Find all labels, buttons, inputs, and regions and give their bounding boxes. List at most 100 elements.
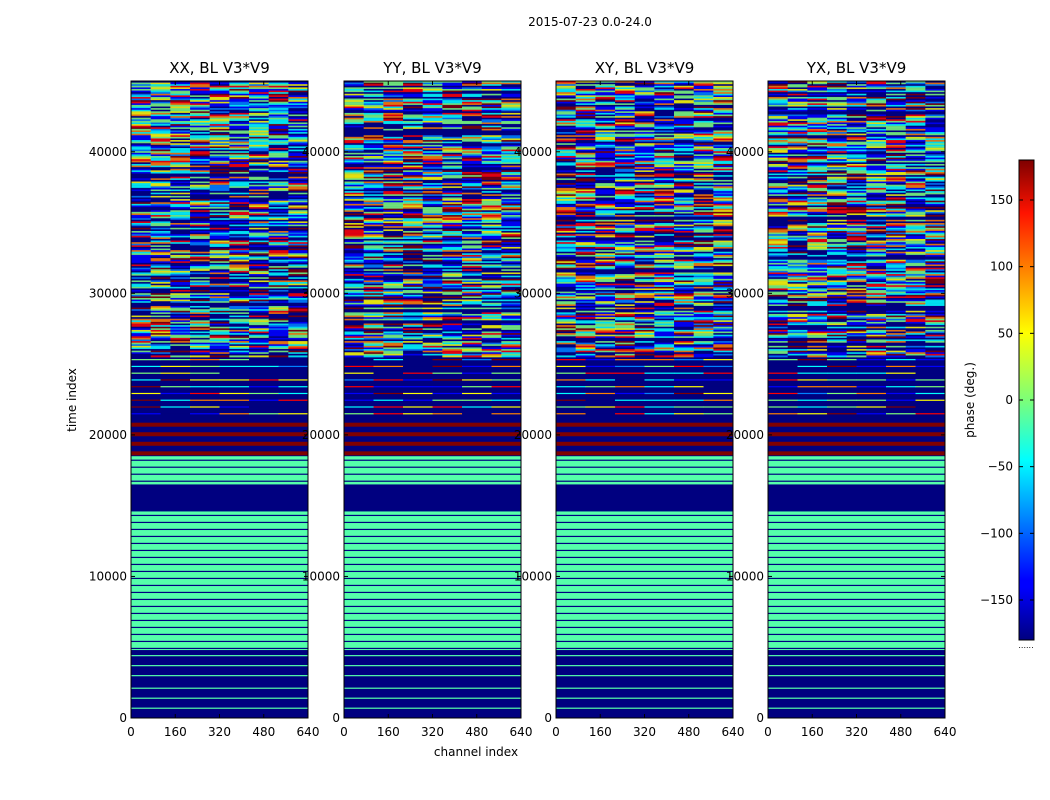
heatmap-band — [768, 484, 945, 512]
heatmap-cell — [190, 234, 210, 237]
heatmap-cell — [442, 84, 463, 87]
heatmap-cell — [925, 155, 945, 158]
heatmap-cell — [363, 88, 384, 91]
heatmap-cell — [249, 148, 269, 150]
heatmap-cell — [268, 125, 289, 128]
heatmap-cell — [713, 200, 733, 203]
heatmap-cell — [249, 128, 269, 131]
heatmap-cell — [363, 104, 384, 107]
heatmap-cell — [209, 261, 230, 264]
heatmap-cell — [150, 215, 171, 217]
heatmap-cell — [209, 187, 230, 190]
heatmap-stripe — [344, 707, 521, 709]
heatmap-cell — [422, 326, 443, 329]
heatmap-cell — [131, 108, 151, 111]
heatmap-cell — [383, 345, 404, 348]
heatmap-cell — [595, 294, 616, 297]
heatmap-cell — [403, 258, 423, 261]
heatmap-cell — [383, 315, 404, 318]
heatmap-cell — [249, 280, 269, 283]
heatmap-cell — [905, 103, 926, 106]
heatmap-cell — [249, 333, 269, 335]
heatmap-cell — [556, 215, 576, 217]
heatmap-cell — [462, 325, 482, 328]
heatmap-cell — [634, 111, 655, 114]
heatmap-cell — [170, 315, 191, 318]
heatmap-cell — [654, 84, 675, 87]
heatmap-image — [556, 81, 733, 718]
heatmap-cell — [131, 184, 151, 187]
heatmap-cell — [905, 149, 926, 152]
heatmap-cell — [713, 178, 733, 181]
heatmap-cell — [150, 267, 171, 270]
heatmap-cell — [288, 152, 308, 155]
heatmap-cell — [442, 293, 463, 296]
heatmap-cell — [249, 336, 269, 339]
heatmap-cell — [403, 103, 423, 106]
heatmap-stripe — [556, 556, 733, 559]
heatmap-stripe — [131, 563, 308, 566]
heatmap-stripe — [344, 563, 521, 566]
heatmap-cell — [209, 203, 230, 206]
heatmap-cell — [886, 151, 906, 154]
heatmap-cell — [674, 243, 694, 246]
heatmap-cell — [595, 183, 616, 186]
heatmap-cell — [575, 96, 596, 99]
heatmap-stripe — [344, 509, 521, 511]
heatmap-cell — [827, 136, 847, 139]
heatmap-cell — [344, 242, 364, 245]
heatmap-cell — [846, 87, 867, 90]
heatmap-cell — [288, 186, 308, 189]
heatmap-cell — [595, 301, 616, 304]
heatmap-cell — [674, 275, 694, 278]
heatmap-cell — [422, 219, 443, 222]
heatmap-cell — [288, 309, 308, 312]
heatmap-cell — [288, 127, 308, 130]
heatmap-stripe — [768, 365, 798, 368]
heatmap-cell — [481, 293, 502, 296]
heatmap-cell — [615, 250, 635, 253]
heatmap-cell — [654, 219, 675, 222]
heatmap-cell — [886, 117, 906, 120]
heatmap-cell — [615, 288, 635, 291]
heatmap-cell — [575, 304, 596, 307]
heatmap-stripe — [219, 386, 250, 388]
heatmap-cell — [442, 313, 463, 316]
heatmap-cell — [344, 293, 364, 296]
heatmap-cell — [595, 286, 616, 289]
heatmap-cell — [190, 184, 210, 187]
heatmap-cell — [501, 159, 521, 162]
heatmap-cell — [170, 259, 191, 262]
heatmap-cell — [229, 103, 250, 106]
heatmap-cell — [288, 128, 308, 131]
heatmap-cell — [209, 298, 230, 300]
heatmap-cell — [131, 124, 151, 126]
heatmap-cell — [674, 266, 694, 268]
heatmap-cell — [190, 331, 210, 334]
heatmap-cell — [249, 331, 269, 334]
heatmap-cell — [713, 274, 733, 276]
heatmap-cell — [403, 223, 423, 225]
heatmap-cell — [403, 90, 423, 93]
heatmap-band — [556, 650, 733, 683]
heatmap-cell — [654, 168, 675, 171]
heatmap-cell — [615, 349, 635, 351]
heatmap-cell — [422, 259, 443, 262]
heatmap-cell — [190, 272, 210, 275]
heatmap-cell — [556, 103, 576, 106]
heatmap-cell — [827, 104, 847, 107]
heatmap-cell — [634, 321, 655, 324]
heatmap-cell — [403, 355, 423, 358]
heatmap-cell — [462, 344, 482, 347]
heatmap-cell — [344, 104, 364, 107]
heatmap-cell — [209, 299, 230, 302]
heatmap-cell — [713, 159, 733, 162]
heatmap-cell — [615, 184, 635, 187]
heatmap-cell — [288, 290, 308, 292]
heatmap-stripe — [768, 563, 945, 566]
heatmap-cell — [249, 144, 269, 147]
heatmap-cell — [229, 157, 250, 160]
heatmap-cell — [131, 122, 151, 125]
heatmap-cell — [846, 108, 867, 111]
heatmap-band — [344, 357, 521, 418]
